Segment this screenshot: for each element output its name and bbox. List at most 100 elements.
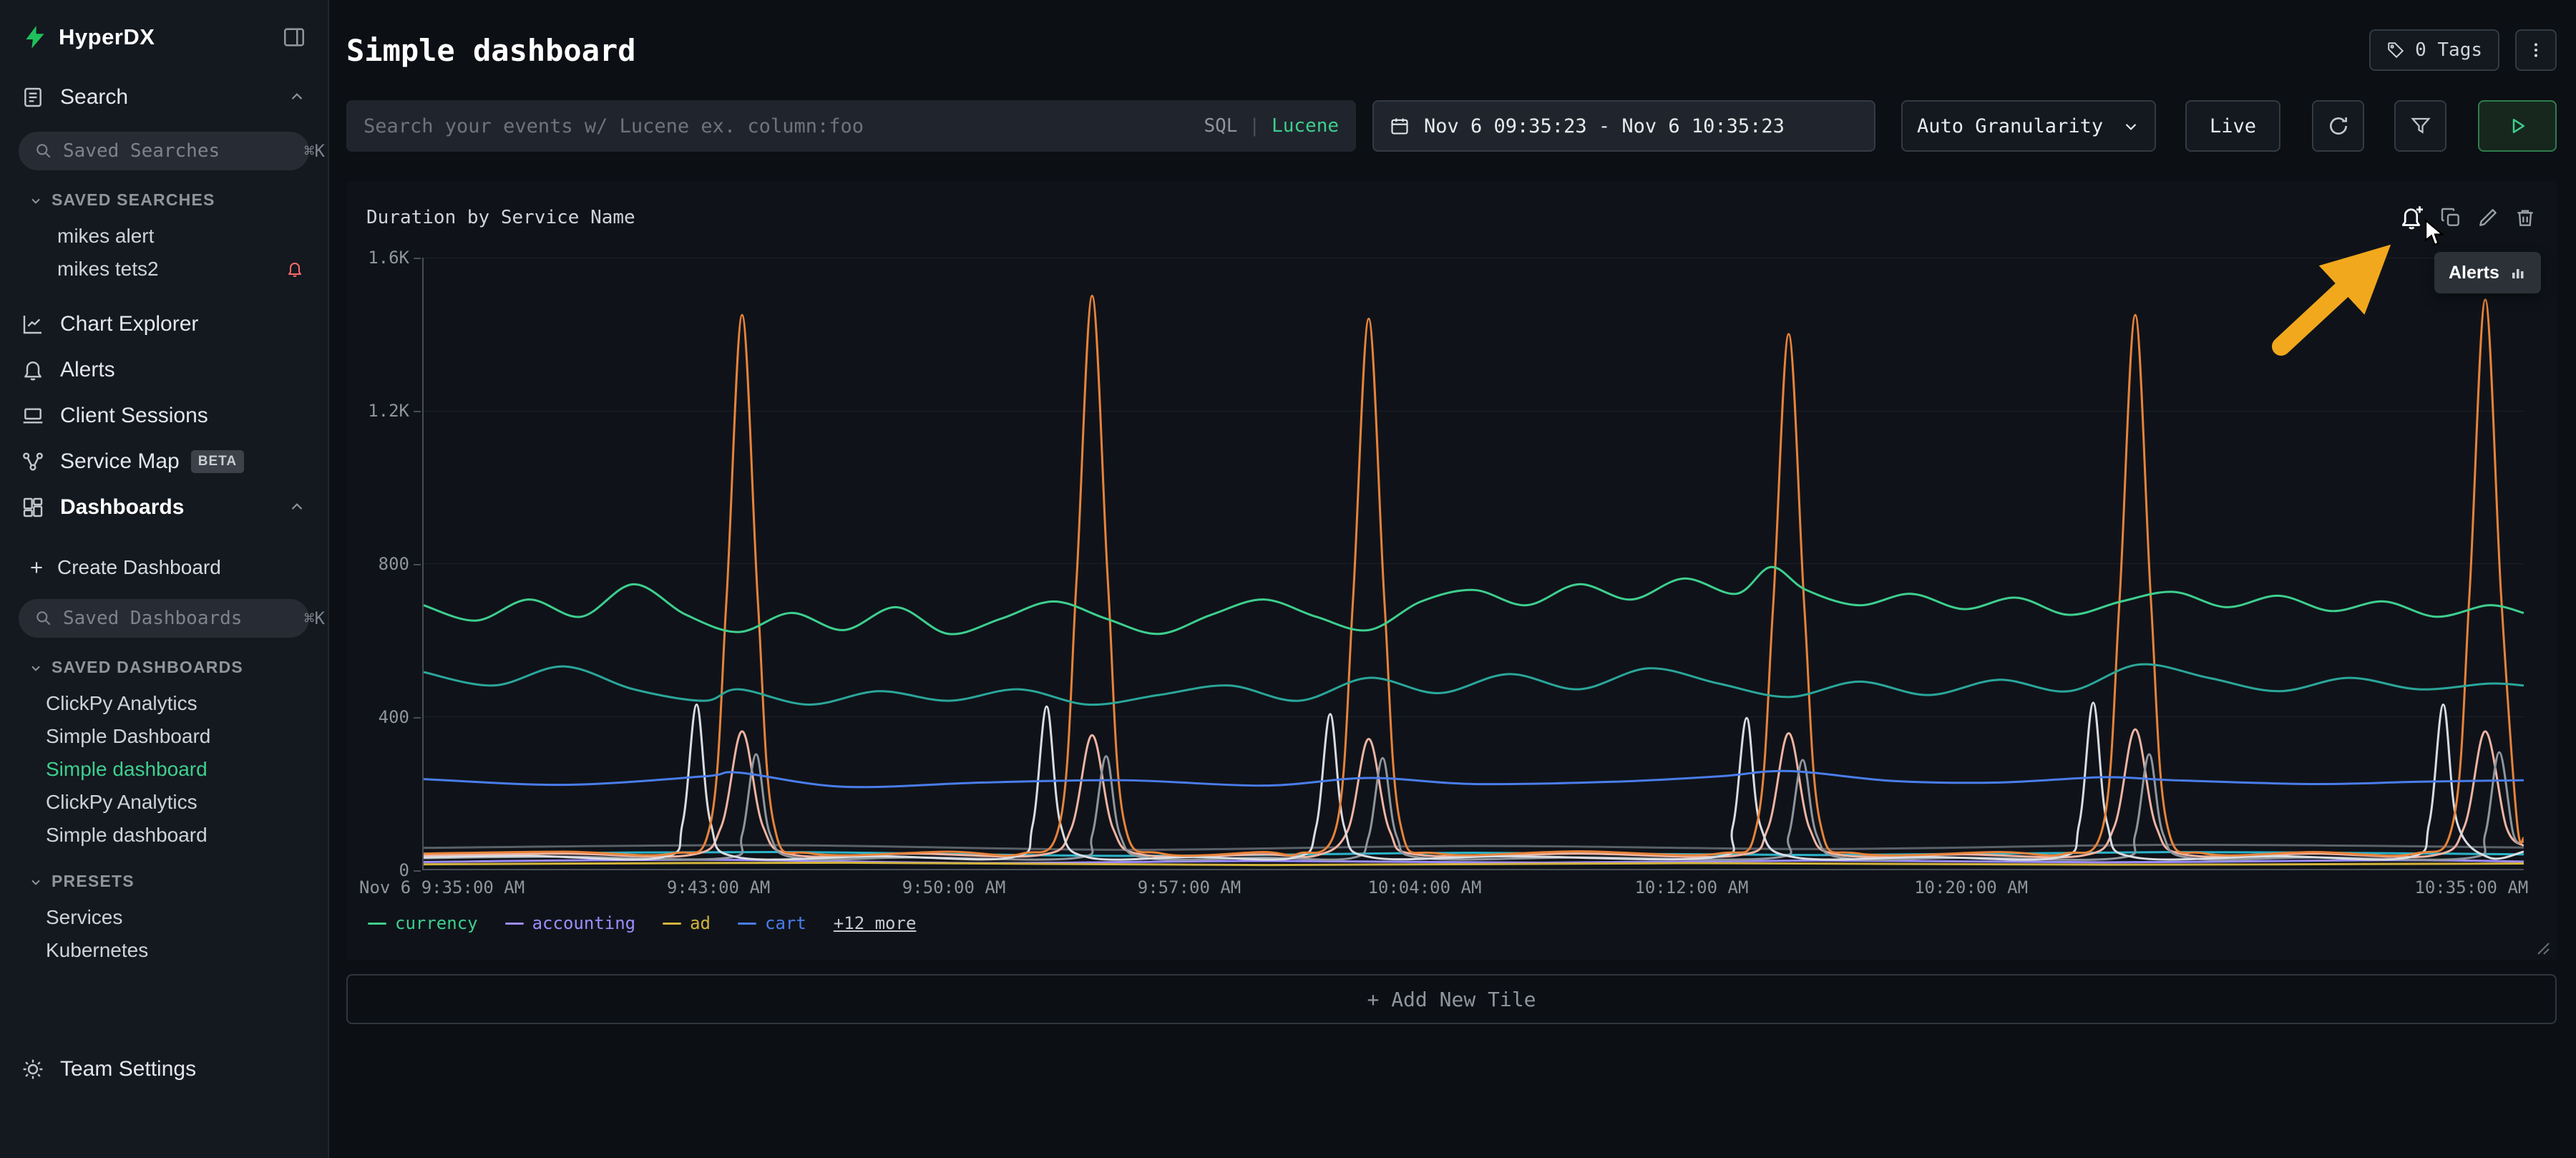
saved-searches-header[interactable]: SAVED SEARCHES [29, 190, 328, 210]
legend-label: ad [690, 913, 711, 933]
sidebar-item-search[interactable]: Search [0, 74, 328, 120]
x-axis-label: 10:20:00 AM [1914, 877, 2029, 897]
chevron-down-icon [29, 875, 43, 889]
filter-button[interactable] [2394, 100, 2446, 152]
delete-trash-icon[interactable] [2514, 206, 2537, 229]
add-new-tile-button[interactable]: + Add New Tile [346, 974, 2557, 1024]
alerts-tooltip: Alerts [2434, 252, 2541, 293]
x-axis-label: 9:50:00 AM [902, 877, 1006, 897]
alert-bell-icon [286, 261, 303, 278]
page-title: Simple dashboard [346, 32, 636, 68]
saved-searches-input[interactable]: ⌘K [19, 132, 325, 170]
legend-label: +12 more [833, 913, 917, 933]
preset-item[interactable]: Kubernetes [46, 939, 149, 961]
shortcut-hint: ⌘K [304, 141, 325, 161]
legend-item[interactable]: ad [663, 913, 711, 933]
event-search-box[interactable]: SQL | Lucene [346, 100, 1356, 152]
chart-area: 1.6K 1.2K 800 400 0 [368, 248, 2524, 880]
dashboard-list-item-active[interactable]: Simple dashboard [46, 758, 208, 780]
saved-search-item[interactable]: mikes tets2 [0, 253, 328, 286]
dashboard-list-item[interactable]: Simple Dashboard [46, 725, 211, 747]
dashboard-list-item[interactable]: ClickPy Analytics [46, 692, 197, 714]
legend-dash [738, 922, 756, 925]
legend-item[interactable]: currency [368, 913, 478, 933]
magnifier-icon [34, 609, 53, 628]
chart-legend: currency accounting ad cart +12 more [368, 913, 2557, 933]
sidebar: HyperDX Search ⌘K SAVED SEA [0, 0, 329, 1158]
x-axis-label: 9:57:00 AM [1137, 877, 1241, 897]
chevron-down-icon [29, 661, 43, 675]
laptop-icon [21, 404, 44, 427]
date-range-picker[interactable]: Nov 6 09:35:23 - Nov 6 10:35:23 [1372, 100, 1875, 152]
run-query-button[interactable] [2478, 100, 2557, 152]
gridline [424, 716, 2524, 717]
edit-pencil-icon[interactable] [2477, 206, 2499, 229]
plot-area[interactable] [422, 258, 2524, 870]
saved-dashboards-header[interactable]: SAVED DASHBOARDS [29, 658, 328, 677]
more-options-button[interactable] [2515, 29, 2557, 71]
y-axis-label: 0 [399, 860, 421, 880]
y-axis-label: 800 [378, 554, 421, 574]
x-axis: Nov 6 9:35:00 AM 9:43:00 AM 9:50:00 AM 9:57… [359, 877, 2528, 902]
sidebar-item-service-map[interactable]: Service Map BETA [0, 439, 328, 485]
gear-icon [21, 1058, 44, 1081]
live-button[interactable]: Live [2185, 100, 2280, 152]
mini-bar-chart-icon [2509, 264, 2527, 281]
dashboard-list-item[interactable]: ClickPy Analytics [46, 791, 197, 813]
y-axis-label: 1.6K [368, 248, 421, 268]
saved-dashboards-field[interactable] [63, 608, 304, 629]
sidebar-item-alerts[interactable]: Alerts [0, 347, 328, 393]
chart-series-ad [424, 861, 2524, 867]
search-section-icon [21, 86, 44, 109]
shortcut-hint: ⌘K [304, 608, 325, 628]
tag-icon [2386, 41, 2405, 59]
sidebar-item-team-settings[interactable]: Team Settings [0, 1046, 328, 1092]
logo-row: HyperDX [0, 0, 328, 74]
chevron-up-icon [288, 498, 306, 517]
x-axis-label: 10:12:00 AM [1634, 877, 1749, 897]
preset-item[interactable]: Services [46, 906, 123, 928]
chart-series-cart [424, 769, 2524, 789]
y-axis-label: 1.2K [368, 401, 421, 421]
legend-item[interactable]: accounting [504, 913, 635, 933]
header-actions: 0 Tags [2369, 29, 2557, 71]
plus-icon [27, 558, 46, 577]
add-alert-bell-icon[interactable] [2399, 205, 2425, 230]
legend-label: cart [765, 913, 806, 933]
granularity-select[interactable]: Auto Granularity [1901, 100, 2156, 152]
magnifier-icon [34, 142, 53, 160]
chart-line-icon [21, 313, 44, 336]
legend-more-link[interactable]: +12 more [834, 913, 917, 933]
saved-searches-field[interactable] [63, 140, 304, 162]
brand-name: HyperDX [59, 24, 155, 49]
chart-series [424, 663, 2524, 706]
query-language-switch: SQL | Lucene [1204, 115, 1339, 137]
chart-tile-header: Duration by Service Name [346, 182, 2557, 233]
sidebar-collapse-icon[interactable] [282, 25, 306, 49]
chevron-up-icon [288, 88, 306, 107]
tags-button[interactable]: 0 Tags [2369, 29, 2499, 71]
resize-handle[interactable] [2534, 939, 2550, 955]
vertical-dots-icon [2527, 41, 2545, 59]
gridline [424, 410, 2524, 412]
refresh-button[interactable] [2312, 100, 2364, 152]
hyperdx-logo-icon [21, 24, 49, 51]
duplicate-icon[interactable] [2439, 206, 2462, 229]
sidebar-item-chart-explorer[interactable]: Chart Explorer [0, 301, 328, 347]
event-search-input[interactable] [364, 115, 1204, 137]
lucene-toggle[interactable]: Lucene [1272, 115, 1339, 137]
chart-series [424, 843, 2524, 851]
chart-tile: Duration by Service Name [346, 182, 2557, 960]
sidebar-item-dashboards[interactable]: Dashboards [0, 485, 328, 530]
presets-header[interactable]: PRESETS [29, 872, 328, 891]
legend-item[interactable]: cart [738, 913, 806, 933]
saved-dashboards-input[interactable]: ⌘K [19, 599, 325, 638]
dashboard-list-item[interactable]: Simple dashboard [46, 824, 208, 846]
saved-search-item[interactable]: mikes alert [57, 225, 155, 247]
sql-toggle[interactable]: SQL [1204, 115, 1238, 137]
gridline [424, 563, 2524, 564]
main-content: Simple dashboard 0 Tags [329, 0, 2576, 1158]
create-dashboard-button[interactable]: Create Dashboard [0, 548, 328, 588]
sidebar-item-client-sessions[interactable]: Client Sessions [0, 393, 328, 439]
chart-series [424, 751, 2524, 861]
